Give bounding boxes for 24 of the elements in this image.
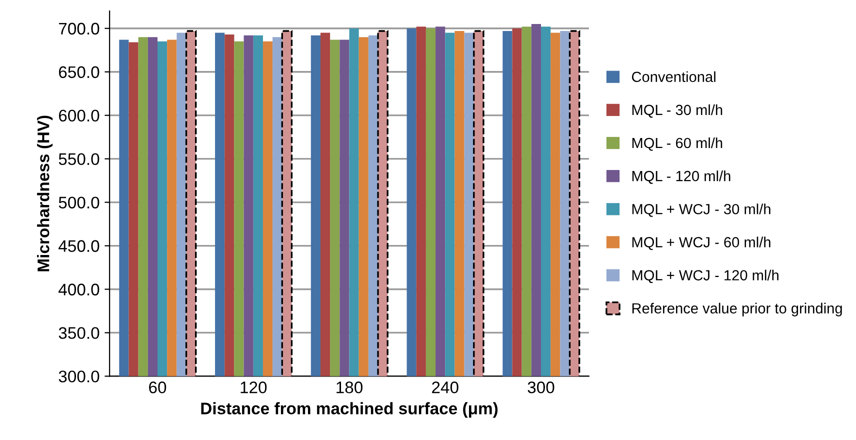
y-tick-label: 400.0 [58, 284, 100, 296]
y-tick-label: 550.0 [58, 153, 100, 166]
legend-label: MQL - 30 ml/h [632, 104, 722, 118]
y-tick-label: 500.0 [58, 196, 100, 208]
y-tick-label: 600.0 [58, 110, 100, 122]
x-tick-label: 60 [149, 382, 166, 394]
legend-label: Reference value prior to grinding [632, 302, 842, 316]
legend-label: MQL - 60 ml/h [632, 137, 722, 151]
x-tick-label: 120 [240, 382, 267, 394]
legend-label: MQL + WCJ - 60 ml/h [632, 236, 770, 250]
y-tick-label: 650.0 [58, 66, 100, 78]
x-tick-label: 180 [336, 382, 362, 394]
y-tick-label: 450.0 [58, 240, 100, 252]
legend-label: MQL + WCJ - 30 ml/h [632, 204, 770, 217]
y-axis-title: Microhardness (HV) [37, 116, 53, 272]
x-axis-title: Distance from machined surface (μm) [201, 402, 498, 418]
x-tick-label: 240 [432, 382, 458, 394]
legend-label: MQL + WCJ - 120 ml/h [632, 270, 778, 284]
legend-label: Conventional [632, 71, 716, 82]
y-tick-label: 300.0 [58, 370, 100, 382]
x-tick-label: 300 [528, 382, 554, 394]
y-tick-label: 700.0 [58, 22, 100, 35]
y-tick-label: 350.0 [58, 327, 100, 339]
legend-label: MQL - 120 ml/h [632, 170, 730, 184]
